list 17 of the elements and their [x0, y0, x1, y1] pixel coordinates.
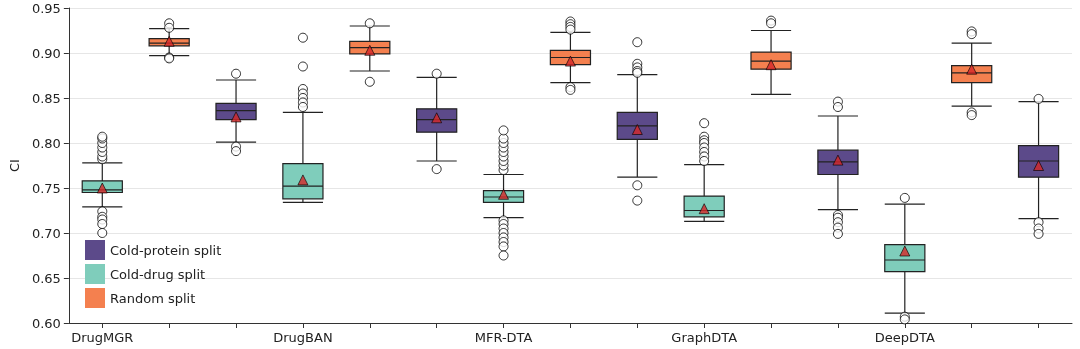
y-axis-title: CI: [7, 159, 22, 172]
x-tick-label: MFR-DTA: [474, 330, 533, 345]
x-tick-label: DrugMGR: [71, 330, 134, 345]
y-tick-label: 0.75: [31, 180, 61, 196]
x-tick-label: DeepDTA: [874, 330, 935, 345]
y-tick-label: 0.60: [31, 315, 61, 331]
y-tick-label: 0.70: [31, 225, 61, 241]
y-tick-label: 0.90: [31, 45, 61, 61]
x-tick-label: DrugBAN: [273, 330, 333, 345]
y-tick-label: 0.95: [31, 0, 61, 16]
x-tick-label: GraphDTA: [671, 330, 738, 345]
y-tick-label: 0.80: [31, 135, 61, 151]
y-tick-label: 0.85: [31, 90, 61, 106]
legend-label: Cold-protein split: [110, 242, 222, 258]
y-tick-label: 0.65: [31, 270, 61, 286]
legend-label: Random split: [110, 290, 196, 306]
legend-label: Cold-drug split: [110, 266, 206, 282]
